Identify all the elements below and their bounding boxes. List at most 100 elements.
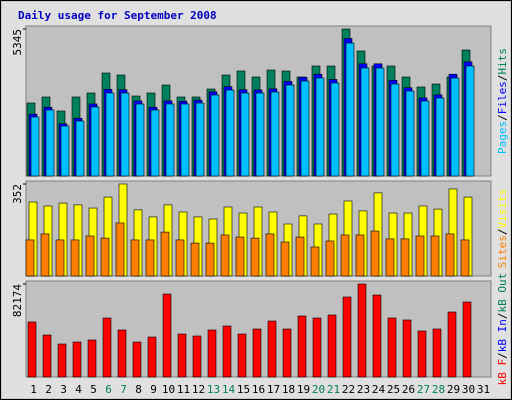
x-tick-label: 3: [60, 383, 67, 396]
bar: [45, 109, 55, 177]
bar: [40, 233, 50, 277]
x-tick-label: 6: [105, 383, 112, 396]
bar: [445, 233, 455, 277]
bar: [462, 301, 472, 378]
x-tick-label: 24: [372, 383, 386, 396]
bar: [267, 320, 277, 378]
bar: [180, 103, 190, 177]
bar: [195, 102, 205, 177]
bar: [205, 242, 215, 277]
bar: [237, 333, 247, 378]
bar: [450, 77, 460, 177]
bar: [147, 336, 157, 378]
bar: [55, 239, 65, 277]
bar: [435, 97, 445, 177]
bar: [120, 92, 130, 177]
legend-separator: /: [496, 229, 509, 236]
bar: [160, 231, 170, 277]
bar: [225, 89, 235, 177]
legend: Sites/Visits: [496, 189, 509, 269]
bar: [72, 341, 82, 378]
x-tick-label: 23: [357, 383, 370, 396]
bar: [325, 240, 335, 277]
bar: [30, 116, 40, 177]
bar: [360, 67, 370, 177]
x-tick-label: 25: [387, 383, 400, 396]
bar: [162, 293, 172, 378]
bar: [60, 125, 70, 177]
x-tick-label: 17: [267, 383, 280, 396]
bar: [447, 311, 457, 378]
legend: Pages/Files/Hits: [496, 48, 509, 154]
bar: [27, 321, 37, 378]
legend-separator: /: [496, 312, 509, 319]
x-tick-label: 16: [252, 383, 265, 396]
x-tick-label: 9: [150, 383, 157, 396]
bar: [87, 339, 97, 378]
bar: [372, 294, 382, 378]
bar: [385, 238, 395, 277]
legend-entry: Pages: [496, 121, 509, 154]
bar: [25, 239, 35, 277]
x-tick-label: 19: [297, 383, 310, 396]
x-tick-label: 29: [447, 383, 460, 396]
bar: [402, 319, 412, 378]
bar: [432, 328, 442, 378]
legend-separator: /: [496, 114, 509, 121]
bar: [270, 91, 280, 177]
bar: [387, 317, 397, 378]
bar: [165, 103, 175, 177]
bar: [105, 92, 115, 177]
bar: [315, 77, 325, 177]
bar: [252, 328, 262, 378]
x-tick-label: 12: [192, 383, 205, 396]
bar: [115, 222, 125, 277]
bar: [132, 341, 142, 378]
bar: [300, 80, 310, 177]
bar: [430, 235, 440, 277]
x-tick-label: 21: [327, 383, 340, 396]
bar: [57, 343, 67, 378]
x-tick-label: 30: [462, 383, 475, 396]
bar: [405, 90, 415, 177]
bar: [42, 334, 52, 378]
x-tick-label: 26: [402, 383, 415, 396]
x-tick-label: 20: [312, 383, 325, 396]
bar: [420, 100, 430, 177]
x-tick-label: 4: [75, 383, 82, 396]
bar: [255, 92, 265, 177]
bar: [370, 230, 380, 277]
bar: [355, 234, 365, 277]
bar: [280, 241, 290, 277]
bar: [342, 296, 352, 378]
bar: [102, 317, 112, 378]
legend: kB F/kB In/kB Out: [496, 273, 509, 386]
bar: [297, 315, 307, 378]
bar: [192, 335, 202, 378]
chart-title: Daily usage for September 2008: [18, 9, 217, 22]
bar: [75, 120, 85, 177]
legend-entry: Files: [496, 81, 509, 114]
legend-entry: kB Out: [496, 273, 509, 313]
bar: [70, 239, 80, 277]
x-tick-label: 1: [30, 383, 37, 396]
bar: [207, 329, 217, 378]
x-tick-label: 11: [177, 383, 190, 396]
bar: [235, 236, 245, 277]
bar: [90, 106, 100, 177]
bar: [310, 246, 320, 277]
bar: [85, 235, 95, 277]
bar: [357, 283, 367, 378]
x-tick-label: 22: [342, 383, 355, 396]
x-tick-label: 10: [162, 383, 175, 396]
x-tick-label: 7: [120, 383, 127, 396]
legend-entry: Hits: [496, 48, 509, 75]
x-tick-label: 14: [222, 383, 236, 396]
bar: [295, 236, 305, 277]
bar: [375, 67, 385, 177]
bar: [220, 234, 230, 277]
bar: [312, 317, 322, 378]
legend-entry: kB In: [496, 319, 509, 352]
legend-entry: kB F: [496, 359, 509, 386]
bar: [345, 42, 355, 177]
